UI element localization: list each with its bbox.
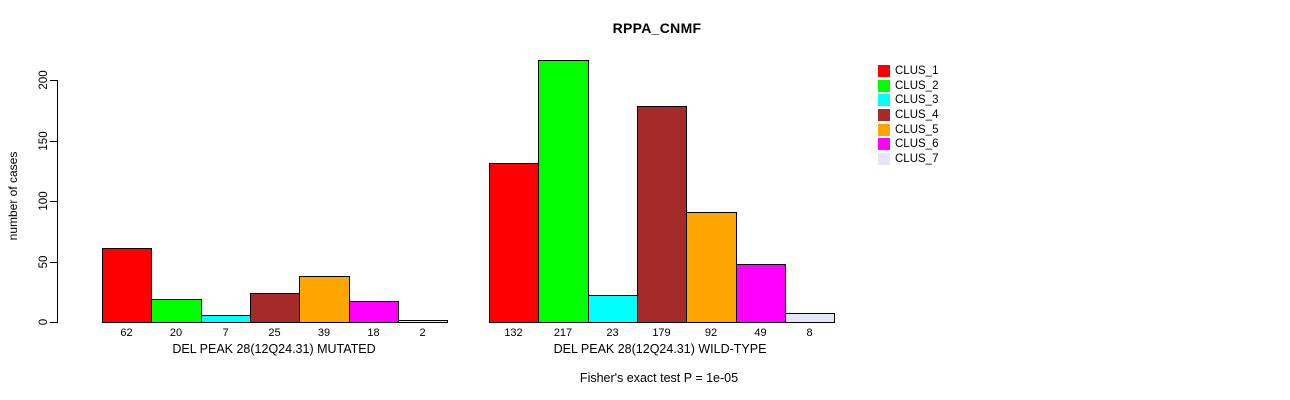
bar-clus_6 xyxy=(736,264,786,323)
bar-clus_3 xyxy=(588,295,638,323)
bar-value-label: 2 xyxy=(419,327,426,339)
legend: CLUS_1 CLUS_2 CLUS_3 CLUS_4 CLUS_5 CLUS_6 CLUS… xyxy=(878,64,938,166)
legend-label: CLUS_5 xyxy=(895,123,939,136)
bar-clus_5 xyxy=(299,276,350,323)
bar-clus_3 xyxy=(201,315,251,323)
y-axis-tick xyxy=(50,201,57,202)
bar-value-label: 217 xyxy=(553,327,573,339)
y-axis-tick-label: 100 xyxy=(38,191,50,211)
chart-title: RPPA_CNMF xyxy=(612,20,702,36)
bar-clus_2 xyxy=(151,299,202,323)
bar-clus_4 xyxy=(250,293,300,323)
legend-label: CLUS_1 xyxy=(895,65,939,78)
bar-value-label: 23 xyxy=(606,327,619,339)
legend-swatch xyxy=(878,79,890,92)
y-axis-tick-label: 200 xyxy=(38,70,50,90)
legend-label: CLUS_4 xyxy=(895,109,939,122)
legend-swatch xyxy=(878,65,890,78)
bar-clus_1 xyxy=(489,163,539,323)
bar-clus_5 xyxy=(686,212,737,323)
y-axis-tick xyxy=(50,262,57,263)
legend-item: CLUS_1 xyxy=(878,64,938,79)
bar-clus_4 xyxy=(637,106,687,323)
bar-clus_2 xyxy=(538,60,589,323)
legend-swatch xyxy=(878,94,890,107)
bar-value-label: 92 xyxy=(704,327,718,339)
y-axis-line xyxy=(57,80,58,323)
bar-value-label: 62 xyxy=(120,327,133,339)
bar-value-label: 20 xyxy=(169,327,183,339)
fisher-test-annotation: Fisher's exact test P = 1e-05 xyxy=(579,371,739,385)
bar-value-label: 25 xyxy=(268,327,281,339)
legend-swatch xyxy=(878,123,890,136)
legend-swatch xyxy=(878,109,890,122)
bar-clus_1 xyxy=(102,248,152,323)
bar-clus_6 xyxy=(349,301,399,323)
y-axis-tick xyxy=(50,80,57,81)
bar-clus_7 xyxy=(785,313,835,323)
bar-value-label: 179 xyxy=(652,327,671,339)
legend-item: CLUS_3 xyxy=(878,93,938,108)
y-axis-tick-label: 50 xyxy=(38,255,50,269)
bar-value-label: 49 xyxy=(754,327,767,339)
bar-value-label: 132 xyxy=(504,327,523,339)
legend-item: CLUS_5 xyxy=(878,122,938,137)
y-axis-label: number of cases xyxy=(6,151,20,241)
legend-item: CLUS_6 xyxy=(878,137,938,152)
legend-label: CLUS_3 xyxy=(895,94,939,107)
x-axis-group-label-wildtype: DEL PEAK 28(12Q24.31) WILD-TYPE xyxy=(553,342,767,356)
bar-value-label: 7 xyxy=(222,327,229,339)
legend-item: CLUS_7 xyxy=(878,152,938,167)
legend-swatch xyxy=(878,152,890,165)
legend-item: CLUS_2 xyxy=(878,79,938,94)
legend-label: CLUS_2 xyxy=(895,79,939,92)
y-axis-tick-label: 0 xyxy=(38,318,50,326)
bar-clus_7 xyxy=(398,320,448,323)
bar-value-label: 39 xyxy=(317,327,331,339)
y-axis-tick xyxy=(50,322,57,323)
y-axis-tick xyxy=(50,141,57,142)
legend-label: CLUS_7 xyxy=(895,152,939,165)
x-axis-group-label-mutated: DEL PEAK 28(12Q24.31) MUTATED xyxy=(172,342,376,356)
bar-value-label: 8 xyxy=(806,327,813,339)
legend-swatch xyxy=(878,138,890,151)
legend-label: CLUS_6 xyxy=(895,138,939,151)
y-axis-tick-label: 150 xyxy=(38,131,50,151)
bar-value-label: 18 xyxy=(367,327,380,339)
legend-item: CLUS_4 xyxy=(878,108,938,123)
